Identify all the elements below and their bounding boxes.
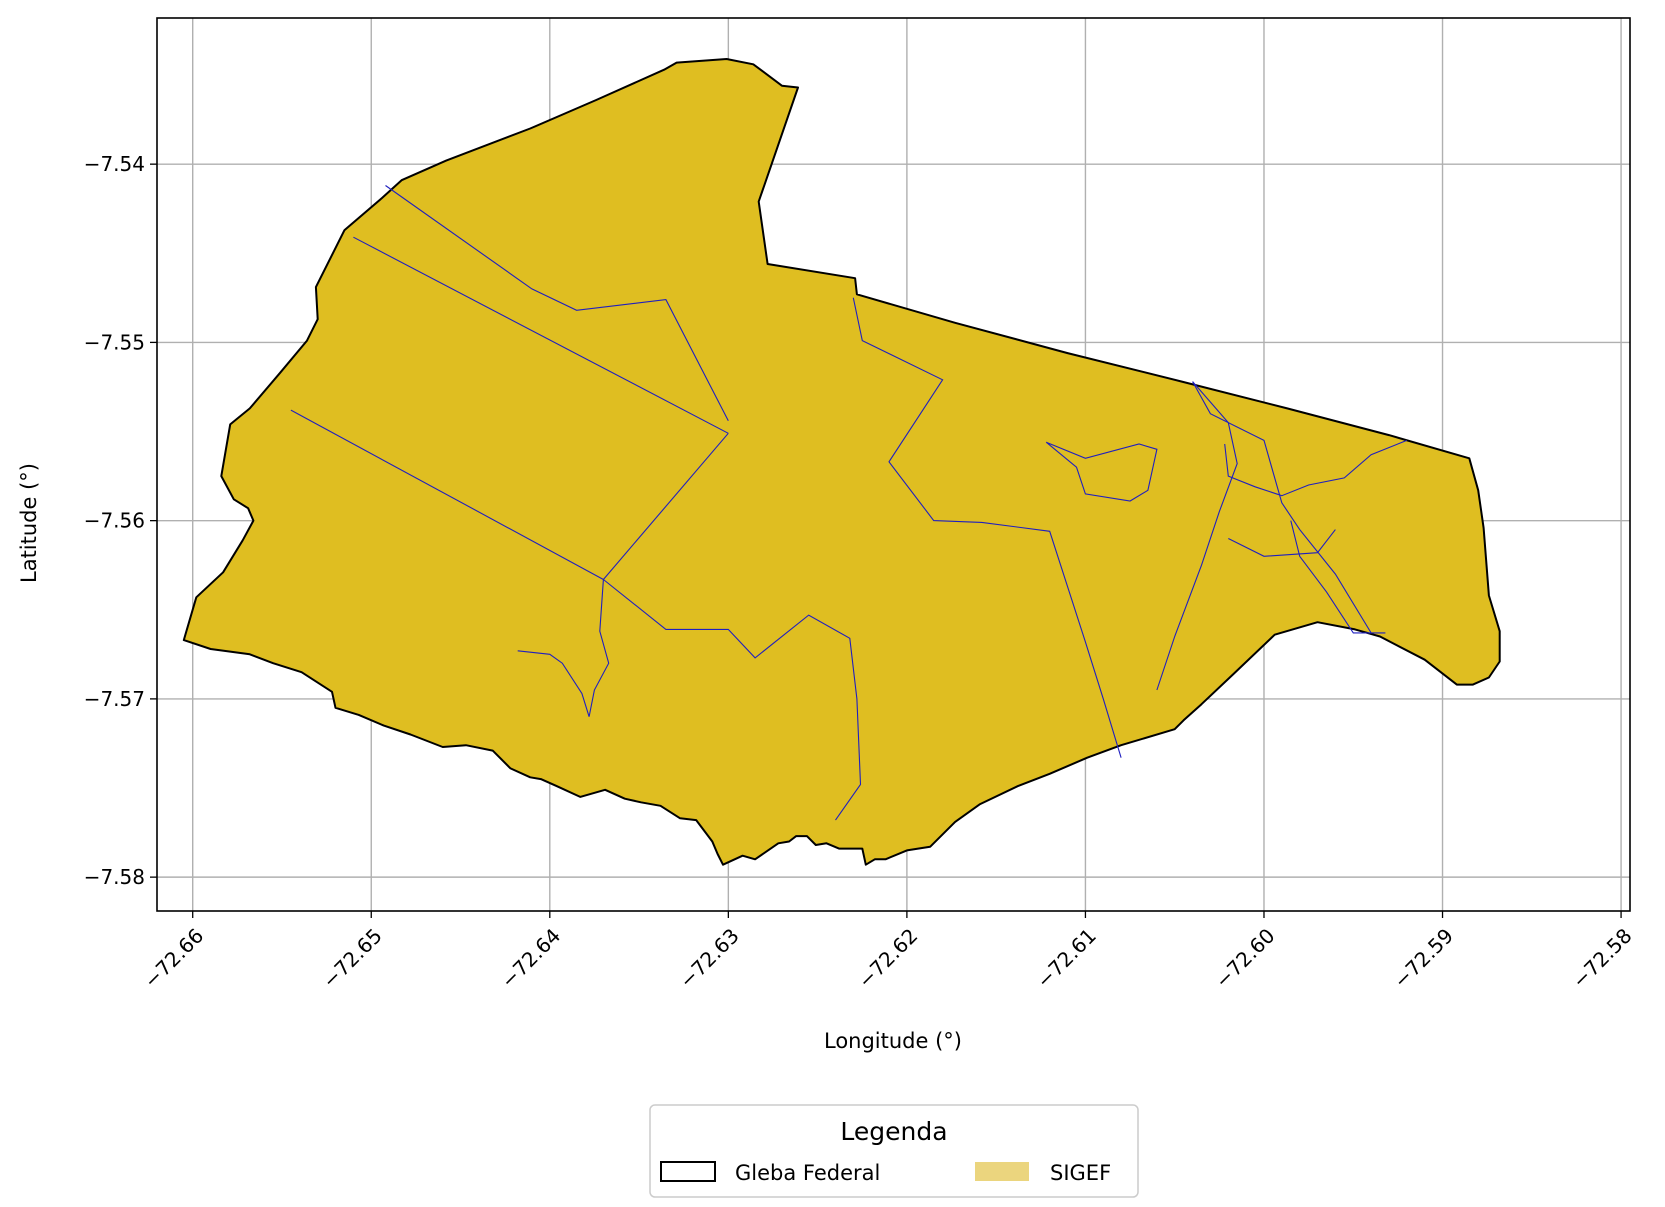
gleba-federal-polygon <box>182 58 1501 866</box>
y-tick-label-1: −7.55 <box>84 330 145 354</box>
sigef-parcel-line-4 <box>603 579 862 821</box>
sigef-parcel-line-9 <box>1156 381 1238 691</box>
sigef-parcel-line-6 <box>1192 381 1372 634</box>
y-axis-ticks: −7.54 −7.55 −7.56 −7.57 −7.58 <box>84 152 157 889</box>
plot-frame <box>156 17 1631 912</box>
sigef-parcel-boundaries <box>290 185 1408 821</box>
map-data <box>182 58 1501 866</box>
sigef-parcel-line-10 <box>1290 520 1386 634</box>
sigef-parcel-line-2 <box>290 409 604 580</box>
sigef-parcel-line-11 <box>1228 529 1336 557</box>
sigef-parcel-line-1 <box>353 236 729 434</box>
y-tick-label-2: −7.56 <box>84 509 145 533</box>
sigef-parcel-line-7 <box>1045 441 1158 502</box>
y-tick-label-4: −7.58 <box>84 865 145 889</box>
legend: Legenda Gleba Federal SIGEF <box>649 1104 1139 1198</box>
legend-label-gleba: Gleba Federal <box>735 1161 880 1185</box>
y-tick-label-0: −7.54 <box>84 152 145 176</box>
legend-swatch-gleba <box>660 1161 716 1182</box>
legend-title: Legenda <box>840 1117 947 1146</box>
sigef-parcel-line-5 <box>852 297 1122 758</box>
legend-swatch-sigef <box>975 1162 1029 1181</box>
legend-label-sigef: SIGEF <box>1050 1161 1111 1185</box>
y-tick-label-3: −7.57 <box>84 687 145 711</box>
sigef-parcel-line-8 <box>1224 439 1408 497</box>
sigef-parcel-line-0 <box>385 185 729 422</box>
y-axis-label: Latitude (°) <box>17 463 41 583</box>
sigef-parcel-line-3 <box>517 432 729 717</box>
x-axis-label: Longitude (°) <box>824 1029 962 1053</box>
